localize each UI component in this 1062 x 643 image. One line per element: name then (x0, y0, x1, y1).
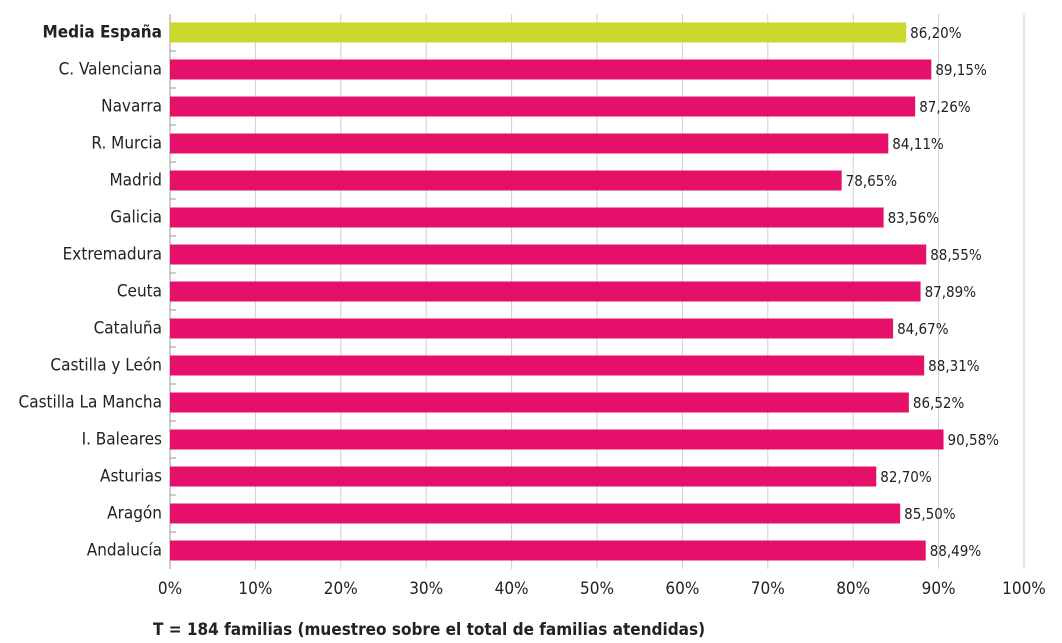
x-tick-label: 100% (1002, 579, 1046, 599)
x-tick-label: 70% (751, 579, 785, 599)
bar (170, 540, 926, 561)
bar (170, 207, 884, 228)
value-label: 78,65% (846, 172, 898, 190)
y-tick-label: R. Murcia (91, 134, 162, 154)
value-label: 86,20% (910, 24, 962, 42)
x-tick-label: 30% (409, 579, 443, 599)
bar (170, 318, 894, 339)
value-label: 88,49% (930, 542, 982, 560)
value-label: 90,58% (948, 431, 1000, 449)
y-tick-label: I. Baleares (82, 430, 162, 450)
bar (170, 133, 889, 154)
bar (170, 170, 842, 191)
x-tick-label: 0% (158, 579, 182, 599)
value-label: 86,52% (913, 394, 965, 412)
y-tick-label: Cataluña (94, 319, 162, 339)
x-tick-label: 60% (665, 579, 699, 599)
x-tick-label: 80% (836, 579, 870, 599)
y-tick-label: Ceuta (117, 282, 162, 302)
y-tick-label: Aragón (107, 504, 162, 524)
y-tick-label: Media España (43, 23, 162, 43)
y-tick-label: C. Valenciana (59, 60, 162, 80)
x-tick-label: 10% (238, 579, 272, 599)
x-tick-label: 50% (580, 579, 614, 599)
value-label: 82,70% (880, 468, 932, 486)
value-label: 84,67% (897, 320, 949, 338)
value-label: 89,15% (935, 61, 987, 79)
y-tick-label: Navarra (101, 97, 162, 117)
footnote: T = 184 familias (muestreo sobre el tota… (153, 620, 705, 640)
x-tick-label: 40% (495, 579, 529, 599)
value-label: 87,89% (925, 283, 977, 301)
bar (170, 503, 901, 524)
y-tick-label: Andalucía (87, 541, 162, 561)
bar (170, 392, 909, 413)
y-tick-label: Galicia (110, 208, 162, 228)
value-label: 84,11% (892, 135, 944, 153)
x-tick-label: 90% (922, 579, 956, 599)
bar (170, 22, 907, 43)
bar (170, 466, 877, 487)
x-tick-label: 20% (324, 579, 358, 599)
value-label: 88,31% (928, 357, 980, 375)
bar (170, 96, 916, 117)
value-label: 87,26% (919, 98, 971, 116)
value-label: 83,56% (888, 209, 940, 227)
bar (170, 355, 925, 376)
bar (170, 59, 932, 80)
value-label: 85,50% (904, 505, 956, 523)
bar (170, 281, 921, 302)
bar (170, 244, 927, 265)
value-label: 88,55% (930, 246, 982, 264)
y-tick-label: Madrid (109, 171, 162, 191)
y-tick-label: Asturias (100, 467, 162, 487)
bar (170, 429, 944, 450)
y-tick-label: Extremadura (63, 245, 162, 265)
y-tick-label: Castilla La Mancha (19, 393, 162, 413)
y-tick-label: Castilla y León (50, 356, 162, 376)
